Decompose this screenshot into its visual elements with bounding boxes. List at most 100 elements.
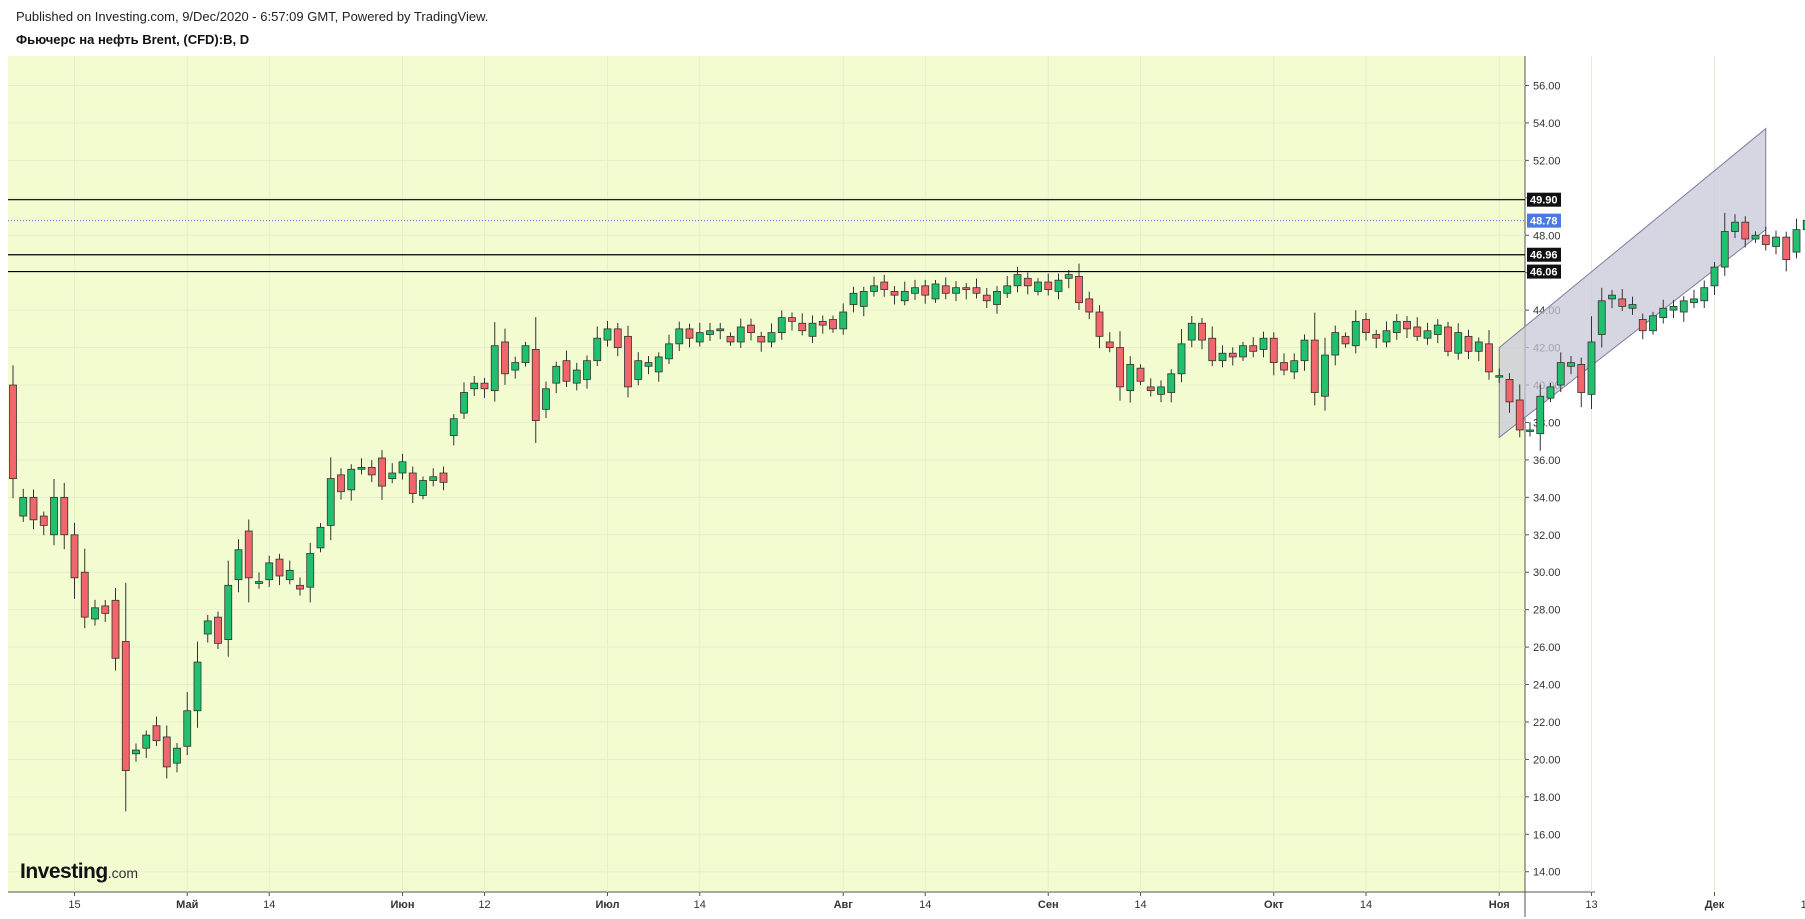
candle-up[interactable] bbox=[1013, 274, 1022, 287]
candle-up[interactable] bbox=[1700, 287, 1709, 302]
candle-up[interactable] bbox=[1556, 362, 1565, 386]
candle-down[interactable] bbox=[408, 472, 417, 494]
candle-up[interactable] bbox=[1495, 375, 1504, 378]
candle-down[interactable] bbox=[1044, 281, 1053, 290]
candle-down[interactable] bbox=[1413, 326, 1422, 337]
candle-up[interactable] bbox=[1751, 234, 1760, 240]
candle-down[interactable] bbox=[1638, 319, 1647, 332]
candle-up[interactable] bbox=[1546, 386, 1555, 399]
candle-up[interactable] bbox=[173, 747, 181, 764]
candle-up[interactable] bbox=[900, 291, 909, 302]
candle-up[interactable] bbox=[224, 584, 233, 641]
candle-down[interactable] bbox=[788, 317, 796, 322]
candle-up[interactable] bbox=[255, 581, 263, 584]
candle-down[interactable] bbox=[296, 584, 304, 590]
candle-up[interactable] bbox=[542, 388, 550, 410]
candle-down[interactable] bbox=[1105, 341, 1114, 348]
candle-up[interactable] bbox=[183, 710, 192, 747]
candle-down[interactable] bbox=[214, 616, 222, 644]
candle-down[interactable] bbox=[921, 285, 930, 296]
candle-down[interactable] bbox=[1464, 335, 1473, 352]
candle-up[interactable] bbox=[1526, 429, 1534, 432]
candle-up[interactable] bbox=[552, 365, 561, 384]
trend-channel[interactable] bbox=[1498, 127, 1767, 439]
candle-up[interactable] bbox=[1187, 322, 1196, 341]
candle-down[interactable] bbox=[941, 285, 950, 294]
candle-down[interactable] bbox=[624, 335, 632, 388]
candle-down[interactable] bbox=[39, 515, 48, 526]
candle-up[interactable] bbox=[1382, 330, 1391, 343]
candle-down[interactable] bbox=[70, 534, 79, 579]
candle-up[interactable] bbox=[777, 317, 786, 334]
candle-down[interactable] bbox=[1146, 386, 1155, 392]
candle-up[interactable] bbox=[634, 360, 643, 380]
candle-down[interactable] bbox=[162, 736, 171, 768]
candle-up[interactable] bbox=[1433, 324, 1442, 335]
candle-up[interactable] bbox=[1659, 307, 1668, 319]
candle-up[interactable] bbox=[572, 369, 581, 384]
candle-up[interactable] bbox=[398, 461, 407, 474]
candle-up[interactable] bbox=[675, 328, 684, 345]
candle-down[interactable] bbox=[1198, 322, 1206, 341]
candle-up[interactable] bbox=[849, 292, 858, 305]
candle-up[interactable] bbox=[429, 476, 438, 481]
candle-up[interactable] bbox=[132, 749, 140, 755]
candle-up[interactable] bbox=[490, 345, 499, 392]
candle-up[interactable] bbox=[1587, 341, 1596, 395]
candle-up[interactable] bbox=[1731, 221, 1739, 232]
candle-down[interactable] bbox=[1782, 236, 1791, 260]
candle-up[interactable] bbox=[1454, 332, 1463, 354]
candle-down[interactable] bbox=[1618, 298, 1627, 307]
candle-up[interactable] bbox=[1218, 352, 1227, 362]
candle-up[interactable] bbox=[285, 569, 294, 581]
candle-down[interactable] bbox=[80, 571, 89, 618]
candle-up[interactable] bbox=[1290, 360, 1299, 373]
candle-up[interactable] bbox=[1792, 229, 1801, 253]
candle-down[interactable] bbox=[1341, 335, 1350, 345]
candle-up[interactable] bbox=[306, 553, 315, 588]
candle-up[interactable] bbox=[1710, 266, 1719, 287]
candle-up[interactable] bbox=[1536, 395, 1545, 435]
candle-up[interactable] bbox=[388, 472, 397, 480]
candle-up[interactable] bbox=[654, 356, 663, 373]
candle-up[interactable] bbox=[1177, 343, 1186, 375]
candle-down[interactable] bbox=[1249, 345, 1258, 352]
candle-up[interactable] bbox=[1669, 305, 1678, 311]
candle-up[interactable] bbox=[1423, 330, 1432, 339]
candle-up[interactable] bbox=[767, 332, 776, 343]
candle-up[interactable] bbox=[193, 661, 202, 712]
candle-up[interactable] bbox=[706, 330, 714, 335]
candle-down[interactable] bbox=[1372, 334, 1381, 339]
candle-down[interactable] bbox=[962, 287, 971, 290]
candle-up[interactable] bbox=[1167, 373, 1176, 393]
candle-down[interactable] bbox=[1208, 337, 1217, 362]
candle-down[interactable] bbox=[378, 457, 386, 487]
candle-down[interactable] bbox=[747, 324, 755, 334]
candle-up[interactable] bbox=[1608, 294, 1616, 300]
candle-down[interactable] bbox=[890, 291, 899, 296]
candle-down[interactable] bbox=[880, 281, 889, 290]
candle-down[interactable] bbox=[439, 472, 448, 483]
candle-up[interactable] bbox=[1054, 279, 1063, 292]
candle-up[interactable] bbox=[1690, 298, 1698, 304]
plot-area[interactable] bbox=[8, 56, 1525, 892]
candle-down[interactable] bbox=[367, 466, 376, 476]
candle-down[interactable] bbox=[60, 496, 69, 536]
candle-down[interactable] bbox=[1444, 326, 1452, 352]
candle-up[interactable] bbox=[203, 620, 212, 635]
candle-down[interactable] bbox=[1269, 337, 1278, 363]
candle-up[interactable] bbox=[1649, 315, 1657, 332]
candle-down[interactable] bbox=[757, 335, 766, 343]
candle-down[interactable] bbox=[531, 349, 540, 421]
candle-down[interactable] bbox=[244, 530, 253, 579]
candle-up[interactable] bbox=[1474, 341, 1483, 352]
candle-up[interactable] bbox=[1003, 285, 1012, 294]
candle-down[interactable] bbox=[562, 360, 571, 382]
candle-up[interactable] bbox=[511, 362, 520, 371]
candle-down[interactable] bbox=[1403, 320, 1411, 330]
candle-down[interactable] bbox=[501, 341, 509, 375]
candle-up[interactable] bbox=[265, 562, 274, 581]
candle-down[interactable] bbox=[1761, 234, 1770, 246]
candle-up[interactable] bbox=[1351, 320, 1360, 347]
